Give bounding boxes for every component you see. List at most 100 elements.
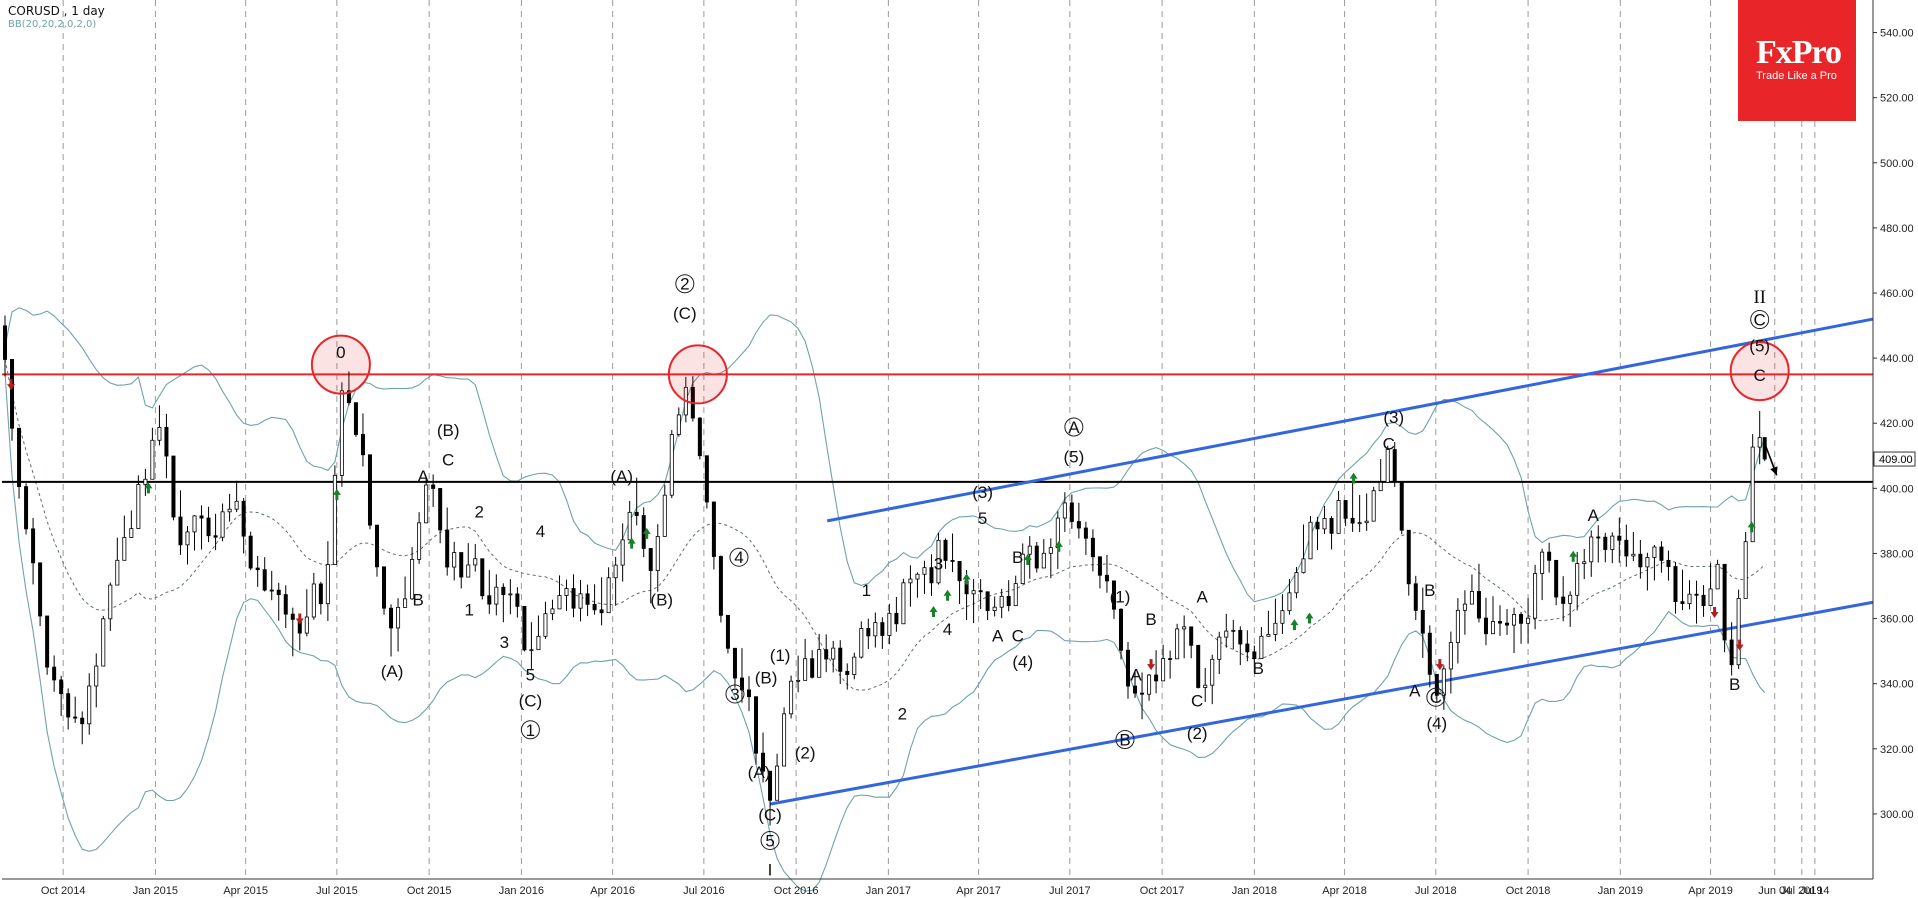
candle-body xyxy=(831,647,836,660)
candle-body xyxy=(255,567,260,571)
candle-body xyxy=(1476,591,1481,619)
candle-body xyxy=(480,558,485,597)
wave-label: (5) xyxy=(1063,447,1084,466)
signal-arrows xyxy=(7,379,1756,671)
highlight-circles xyxy=(310,334,1790,405)
signal-arrow-up xyxy=(642,527,651,539)
wave-label: (2) xyxy=(795,744,816,763)
candle-body xyxy=(1076,521,1081,529)
candle-body xyxy=(87,685,92,725)
candle-body xyxy=(1448,642,1453,670)
candle-body xyxy=(1722,563,1727,641)
candle-body xyxy=(922,567,927,575)
bollinger-bands xyxy=(4,307,1766,892)
x-tick-label: Jan 2016 xyxy=(499,885,544,897)
candle-body xyxy=(1582,561,1587,564)
candle-body xyxy=(971,590,976,595)
candle-body xyxy=(1736,598,1741,666)
x-tick-label: Oct 2017 xyxy=(1140,885,1185,897)
candle-body xyxy=(789,680,794,715)
candle-body xyxy=(438,488,443,531)
candle-body xyxy=(852,656,857,675)
candle-body xyxy=(796,679,801,682)
indicator-label: BB(20,20,2,0,2,0) xyxy=(8,19,97,30)
forecast-arrow-head xyxy=(1770,466,1778,476)
candle-body xyxy=(613,564,618,579)
candle-body xyxy=(1048,547,1053,554)
candle-body xyxy=(1547,551,1552,561)
candle-body xyxy=(908,578,913,584)
candle-body xyxy=(1498,621,1503,624)
y-tick-label: 520.00 xyxy=(1880,93,1914,105)
y-tick-label: 420.00 xyxy=(1880,418,1914,430)
candle-body xyxy=(150,439,155,480)
wave-label: (C) xyxy=(758,805,782,824)
candle-body xyxy=(1182,626,1187,630)
candle-body xyxy=(585,593,590,605)
candle-body xyxy=(1168,658,1173,660)
candle-body xyxy=(410,559,415,600)
candle-body xyxy=(999,595,1004,608)
candle-body xyxy=(1673,566,1678,603)
candle-body xyxy=(31,528,36,564)
candle-body xyxy=(1083,527,1088,539)
signal-arrow-up xyxy=(1747,521,1756,533)
candle-body xyxy=(782,713,787,767)
candle-body xyxy=(1308,521,1313,560)
candle-body xyxy=(1189,626,1194,646)
candle-body xyxy=(578,593,583,609)
wave-label: (A) xyxy=(748,763,771,782)
candle-body xyxy=(676,414,681,435)
candle-body xyxy=(606,577,611,614)
candle-body xyxy=(1245,643,1250,653)
wave-label-circle xyxy=(1426,687,1446,707)
candle-body xyxy=(1750,446,1755,543)
x-tick-label: Jan 2019 xyxy=(1598,885,1643,897)
candle-body xyxy=(648,548,653,571)
candle-body xyxy=(866,628,871,637)
candle-body xyxy=(290,613,295,620)
candle-body xyxy=(234,500,239,510)
candle-body xyxy=(66,693,71,718)
candle-body xyxy=(59,679,64,695)
wave-label: A xyxy=(1409,682,1421,701)
candle-body xyxy=(1652,546,1657,558)
wave-label-circle xyxy=(1064,417,1084,437)
wave-label-circle xyxy=(1115,730,1135,750)
candle-body xyxy=(375,524,380,568)
symbol-timeframe: CORUSD , 1 day xyxy=(8,4,105,18)
wave-label: A xyxy=(1068,418,1080,437)
wave-label: (1) xyxy=(1110,587,1131,606)
candle-body xyxy=(424,484,429,524)
candle-body xyxy=(887,612,892,636)
y-tick-label: 460.00 xyxy=(1880,288,1914,300)
x-tick-label: Apr 2019 xyxy=(1688,885,1733,897)
x-tick-label: Jul 2019 xyxy=(1781,885,1823,897)
candle-body xyxy=(1027,545,1032,555)
candle-body xyxy=(73,716,78,719)
candle-body xyxy=(704,455,709,503)
candle-body xyxy=(1617,535,1622,541)
candle-body xyxy=(1378,481,1383,492)
candle-body xyxy=(978,590,983,593)
candle-body xyxy=(1483,617,1488,635)
candle-body xyxy=(262,569,267,591)
candle-body xyxy=(1034,545,1039,569)
vertical-grid xyxy=(62,0,1816,879)
x-tick-label: Jan 2017 xyxy=(866,885,911,897)
candle-body xyxy=(1104,574,1109,582)
candle-body xyxy=(1645,557,1650,568)
candle-body xyxy=(1118,608,1123,651)
candle-body xyxy=(1715,563,1720,590)
candle-body xyxy=(213,535,218,538)
x-tick-label: Oct 2014 xyxy=(41,885,86,897)
candle-body xyxy=(1455,609,1460,643)
candle-body xyxy=(1357,522,1362,525)
candle-body xyxy=(599,609,604,614)
y-tick-label: 400.00 xyxy=(1880,483,1914,495)
candle-body xyxy=(1364,520,1369,524)
signal-arrow-up xyxy=(929,606,938,618)
candle-body xyxy=(992,606,997,611)
wave-label: I xyxy=(768,861,773,880)
candle-body xyxy=(1441,668,1446,696)
